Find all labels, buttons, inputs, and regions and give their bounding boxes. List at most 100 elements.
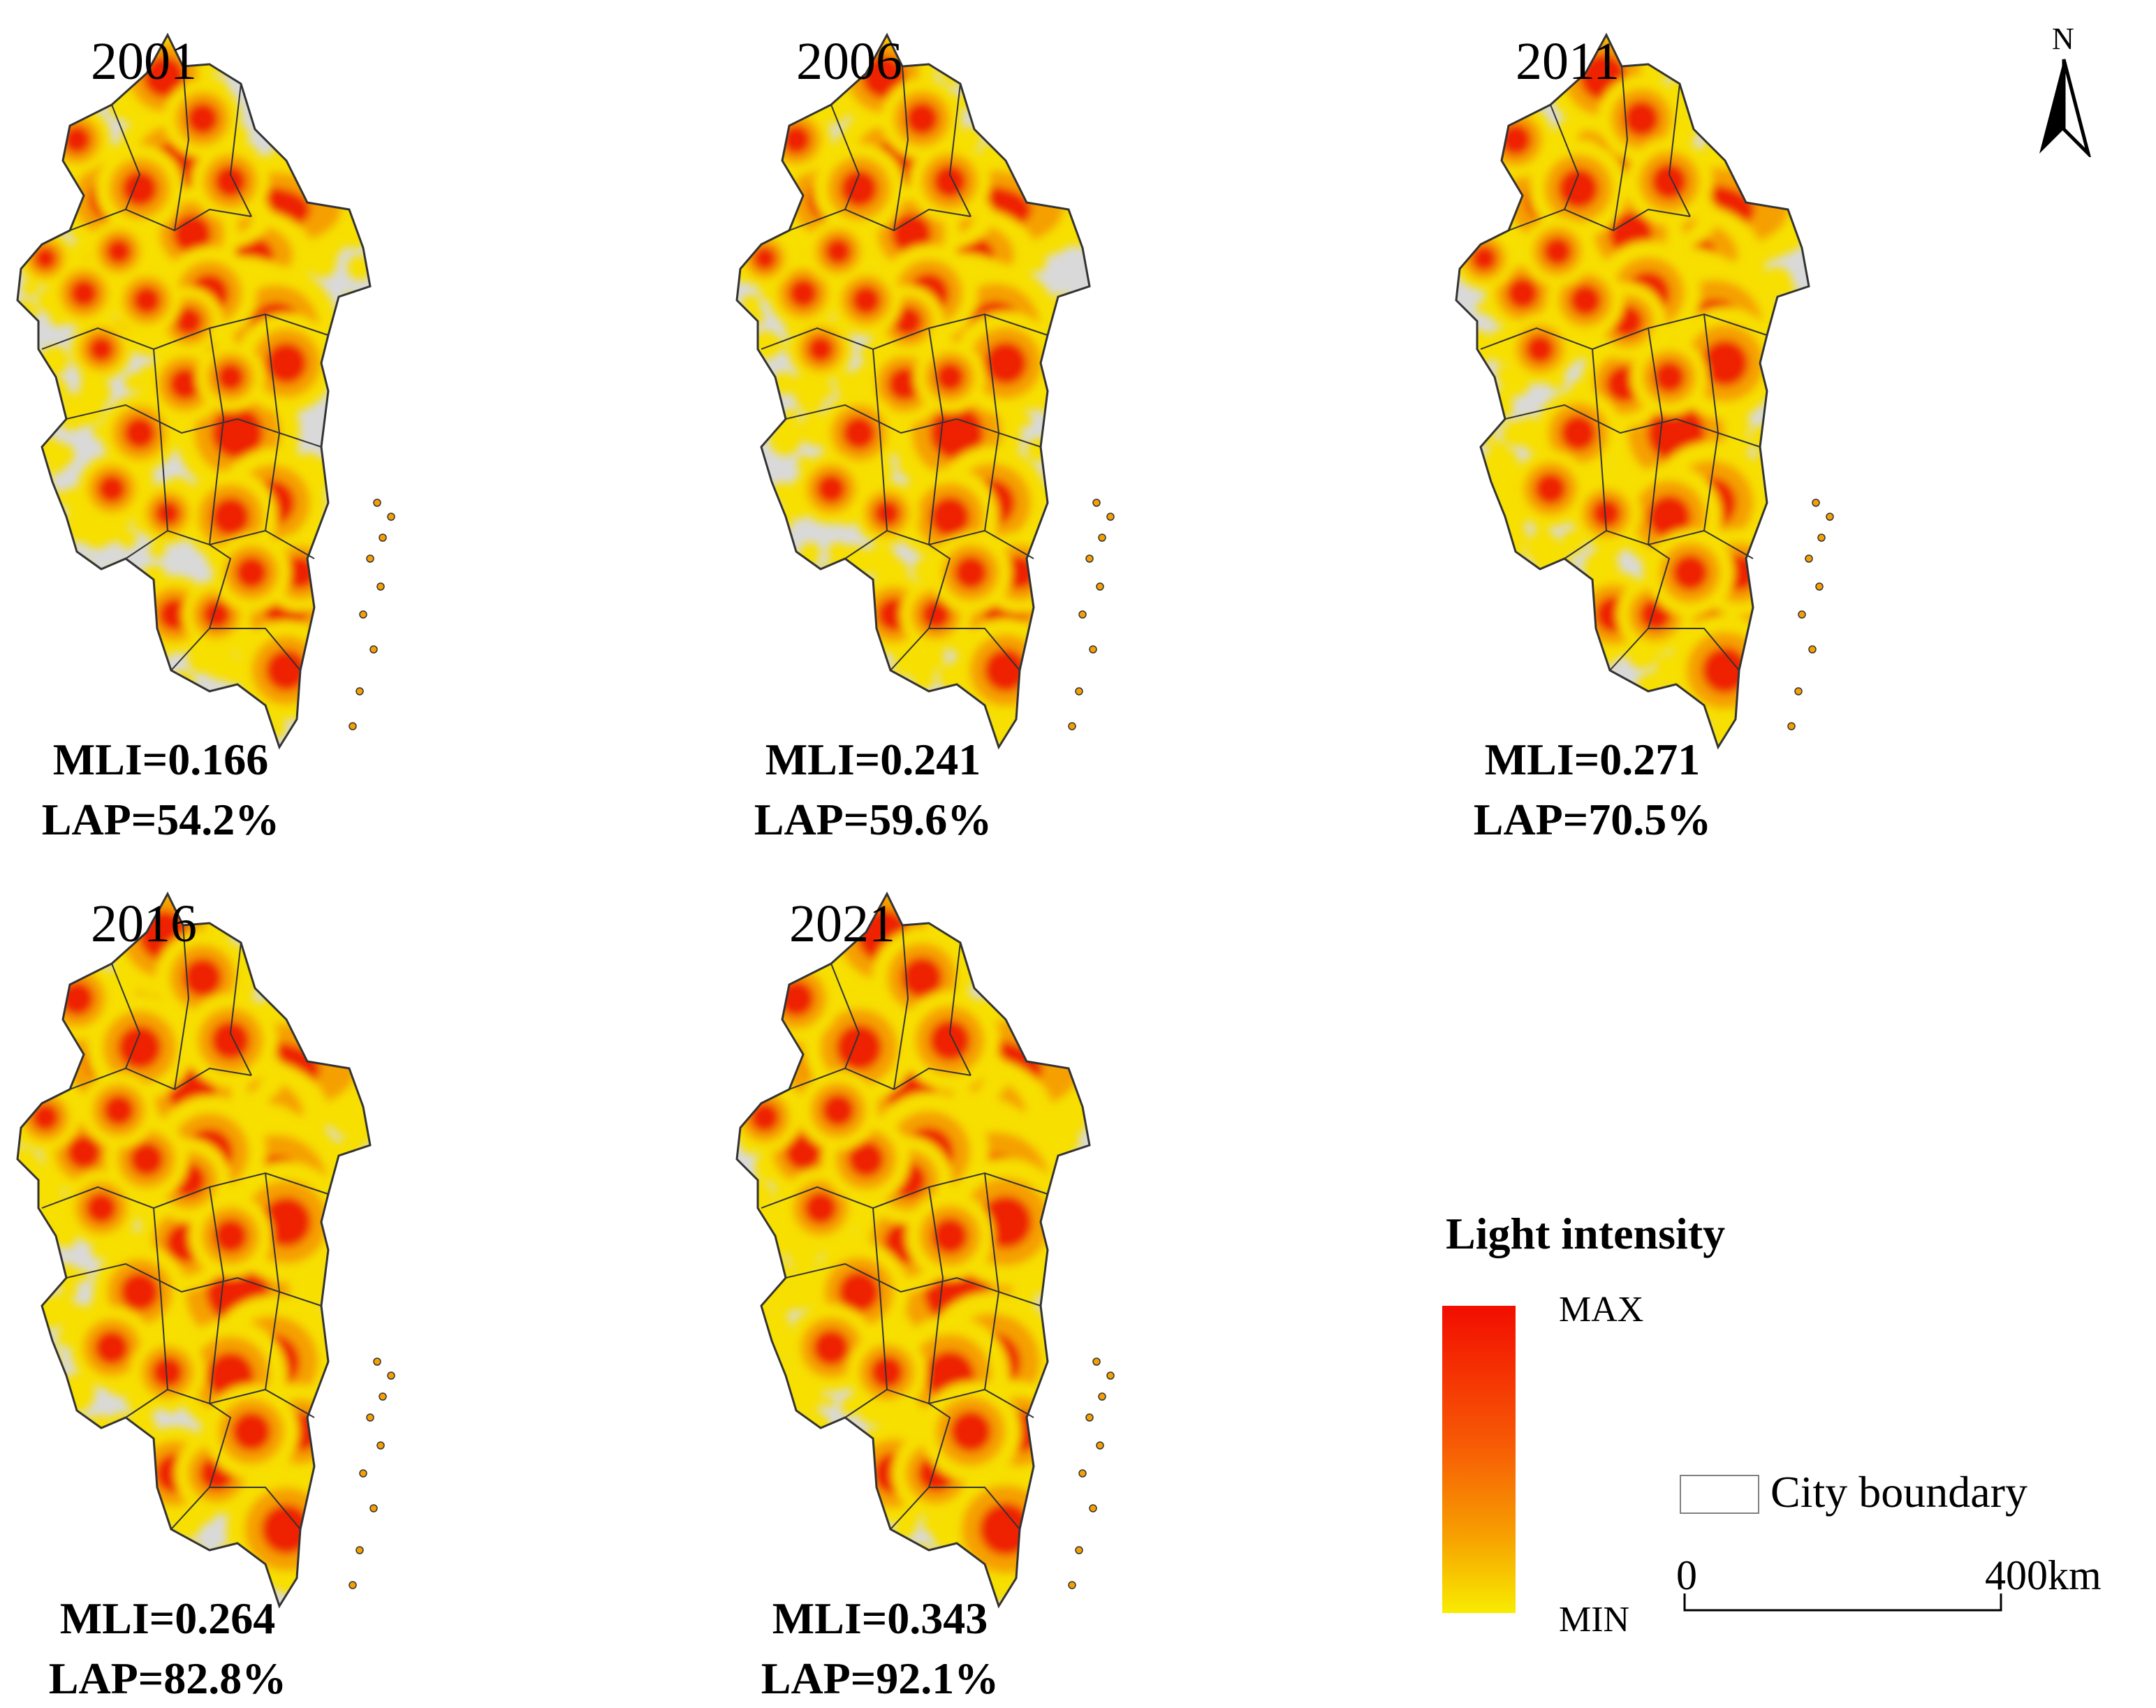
light-patch — [1557, 603, 1590, 636]
light-patch — [102, 1444, 135, 1476]
light-patch — [738, 566, 751, 580]
light-patch — [995, 901, 1017, 923]
city-core — [265, 342, 307, 384]
light-patch — [1490, 577, 1513, 600]
light-patch — [1047, 582, 1073, 609]
island — [1817, 533, 1826, 542]
light-patch — [1066, 295, 1090, 330]
light-patch — [737, 543, 751, 559]
light-patch — [1062, 920, 1090, 948]
light-patch — [334, 553, 367, 586]
light-patch — [1078, 1281, 1090, 1298]
light-patch — [1795, 179, 1809, 196]
light-patch — [1054, 1191, 1090, 1226]
light-patch — [58, 1410, 75, 1427]
light-patch — [1456, 489, 1490, 522]
light-patch — [38, 1465, 51, 1478]
lap-value: LAP=82.8% — [48, 1654, 287, 1703]
legend-max-label: MAX — [1559, 1290, 1644, 1330]
light-patch — [771, 1457, 798, 1485]
light-patch — [794, 672, 811, 689]
map-panel-2001: 2001 MLI=0.166 LAP=54.2% — [0, 0, 712, 859]
light-patch — [1761, 555, 1790, 585]
light-patch — [1062, 916, 1080, 935]
light-patch — [335, 730, 358, 747]
light-patch — [65, 506, 90, 532]
light-patch — [149, 541, 166, 559]
boundary-line — [66, 1262, 322, 1306]
light-patch — [814, 1554, 853, 1592]
light-patch — [819, 1571, 835, 1586]
light-patch — [1063, 653, 1082, 672]
light-patch — [1067, 1213, 1090, 1251]
city-core — [842, 415, 877, 450]
light-patch — [755, 1348, 773, 1367]
light-patch — [1527, 643, 1546, 661]
light-layer — [737, 894, 1090, 1606]
light-patch — [1767, 355, 1789, 376]
city-core — [921, 599, 951, 630]
scale-bar-end-label: 400km — [1985, 1552, 2102, 1598]
light-patch — [1480, 549, 1509, 579]
light-patch — [1006, 999, 1021, 1015]
light-patch — [1721, 35, 1756, 66]
light-patch — [1020, 1536, 1058, 1573]
island — [1826, 513, 1834, 521]
light-patch — [1697, 48, 1713, 63]
city-core — [950, 1411, 992, 1452]
light-patch — [1079, 1443, 1090, 1456]
light-patch — [47, 82, 74, 109]
island — [1098, 1392, 1106, 1401]
light-patch — [332, 1347, 346, 1360]
light-patch — [1750, 424, 1779, 452]
light-patch — [27, 919, 49, 941]
light-patch — [1456, 138, 1486, 173]
city-core — [1701, 339, 1749, 387]
light-patch — [145, 669, 163, 686]
light-patch — [28, 902, 45, 920]
north-label: N — [2052, 22, 2074, 56]
light-patch — [235, 35, 268, 66]
light-patch — [309, 1036, 331, 1057]
light-patch — [737, 1559, 767, 1593]
light-patch — [1076, 1431, 1090, 1445]
light-patch — [332, 1505, 360, 1534]
light-patch — [1763, 107, 1783, 126]
city-core — [213, 1219, 248, 1253]
light-patch — [1043, 616, 1062, 635]
light-patch — [781, 631, 808, 657]
light-patch — [1469, 709, 1493, 732]
light-patch — [754, 1526, 774, 1546]
boundary-line — [928, 327, 944, 545]
light-patch — [970, 924, 1006, 959]
island — [355, 687, 364, 695]
light-patch — [1048, 1459, 1080, 1492]
light-patch — [1710, 124, 1736, 149]
light-patch — [54, 681, 80, 707]
light-patch — [1059, 1227, 1087, 1256]
light-patch — [1034, 732, 1053, 747]
city-boundaries — [1455, 32, 1810, 750]
lap-value: LAP=54.2% — [41, 795, 280, 844]
city-core — [873, 499, 901, 527]
light-patch — [1499, 566, 1514, 581]
light-patch — [42, 1293, 76, 1327]
light-patch — [804, 616, 821, 633]
city-core — [216, 362, 245, 392]
mli-value: MLI=0.271 — [1484, 735, 1701, 784]
light-patch — [114, 700, 143, 728]
light-patch — [1739, 71, 1769, 101]
light-patch — [751, 554, 786, 589]
city-core — [821, 1094, 855, 1127]
light-patch — [742, 483, 776, 517]
city-core — [1506, 277, 1539, 309]
light-patch — [810, 635, 844, 669]
light-patch — [293, 108, 317, 133]
light-patch — [103, 709, 115, 721]
light-patch — [61, 664, 73, 677]
light-patch — [1780, 532, 1809, 562]
light-patch — [33, 996, 47, 1010]
light-patch — [1481, 645, 1515, 679]
light-patch — [110, 576, 130, 596]
light-patch — [348, 1405, 370, 1443]
